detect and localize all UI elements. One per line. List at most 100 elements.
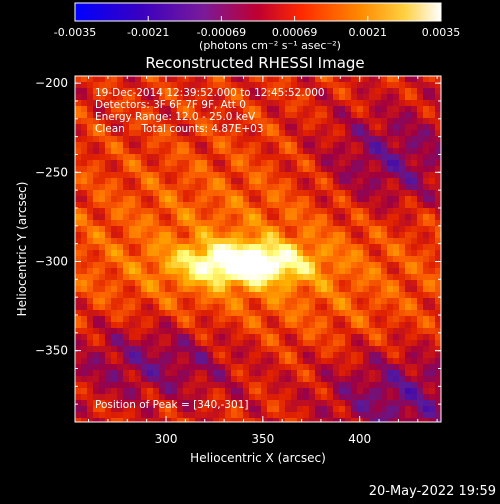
heatmap-cell xyxy=(93,376,100,383)
heatmap-cell xyxy=(147,160,154,167)
heatmap-cell xyxy=(195,220,202,227)
heatmap-cell xyxy=(399,376,406,383)
heatmap-cell xyxy=(123,76,130,83)
heatmap-cell xyxy=(261,244,268,251)
heatmap-cell xyxy=(225,154,232,161)
heatmap-cell xyxy=(207,106,214,113)
heatmap-cell xyxy=(291,262,298,269)
heatmap-cell xyxy=(165,304,172,311)
heatmap-cell xyxy=(147,238,154,245)
heatmap-cell xyxy=(297,250,304,257)
heatmap-cell xyxy=(243,142,250,149)
heatmap-cell xyxy=(129,394,136,401)
heatmap-cell xyxy=(393,250,400,257)
heatmap-cell xyxy=(285,106,292,113)
heatmap-cell xyxy=(273,106,280,113)
heatmap-cell xyxy=(303,238,310,245)
heatmap-cell xyxy=(249,280,256,287)
heatmap-cell xyxy=(189,244,196,251)
heatmap-cell xyxy=(195,268,202,275)
heatmap-cell xyxy=(411,358,418,365)
heatmap-cell xyxy=(411,274,418,281)
heatmap-cell xyxy=(135,304,142,311)
heatmap-cell xyxy=(285,292,292,299)
heatmap-cell xyxy=(195,160,202,167)
heatmap-cell xyxy=(435,220,441,227)
heatmap-cell xyxy=(429,298,436,305)
heatmap-cell xyxy=(231,346,238,353)
heatmap-cell xyxy=(321,88,328,95)
heatmap-cell xyxy=(423,232,430,239)
heatmap-cell xyxy=(153,418,160,422)
heatmap-cell xyxy=(351,346,358,353)
heatmap-cell xyxy=(201,178,208,185)
heatmap-cell xyxy=(201,298,208,305)
heatmap-cell xyxy=(285,124,292,131)
heatmap-cell xyxy=(111,166,118,173)
heatmap-cell xyxy=(249,328,256,335)
heatmap-cell xyxy=(261,256,268,263)
heatmap-cell xyxy=(309,196,316,203)
heatmap-cell xyxy=(249,382,256,389)
heatmap-cell xyxy=(291,112,298,119)
heatmap-cell xyxy=(135,100,142,107)
heatmap-cell xyxy=(381,124,388,131)
heatmap-cell xyxy=(375,358,382,365)
heatmap-cell xyxy=(231,334,238,341)
heatmap-cell xyxy=(135,328,142,335)
heatmap-cell xyxy=(351,202,358,209)
heatmap-cell xyxy=(435,328,441,335)
heatmap-cell xyxy=(249,388,256,395)
heatmap-cell xyxy=(309,352,316,359)
heatmap-cell xyxy=(165,220,172,227)
heatmap-cell xyxy=(153,400,160,407)
heatmap-cell xyxy=(405,304,412,311)
heatmap-cell xyxy=(123,118,130,125)
heatmap-cell xyxy=(147,226,154,233)
heatmap-cell xyxy=(351,376,358,383)
heatmap-cell xyxy=(159,160,166,167)
heatmap-cell xyxy=(105,310,112,317)
heatmap-cell xyxy=(93,214,100,221)
heatmap-cell xyxy=(225,100,232,107)
heatmap-cell xyxy=(237,388,244,395)
heatmap-cell xyxy=(201,292,208,299)
heatmap-cell xyxy=(219,160,226,167)
heatmap-cell xyxy=(387,400,394,407)
heatmap-cell xyxy=(87,268,94,275)
heatmap-cell xyxy=(345,322,352,329)
heatmap-cell xyxy=(267,220,274,227)
heatmap-cell xyxy=(237,142,244,149)
heatmap-cell xyxy=(285,88,292,95)
heatmap-cell xyxy=(393,244,400,251)
heatmap-cell xyxy=(285,244,292,251)
heatmap-cell xyxy=(369,400,376,407)
heatmap-cell xyxy=(231,88,238,95)
heatmap-cell xyxy=(339,298,346,305)
heatmap-cell xyxy=(327,160,334,167)
heatmap-cell xyxy=(99,274,106,281)
heatmap-cell xyxy=(171,370,178,377)
heatmap-cell xyxy=(297,76,304,83)
heatmap-cell xyxy=(153,76,160,83)
heatmap-cell xyxy=(309,340,316,347)
heatmap-cell xyxy=(177,226,184,233)
heatmap-cell xyxy=(129,250,136,257)
heatmap-cell xyxy=(87,334,94,341)
heatmap-cell xyxy=(195,238,202,245)
heatmap-cell xyxy=(171,310,178,317)
heatmap-cell xyxy=(381,178,388,185)
heatmap-cell xyxy=(375,172,382,179)
heatmap-cell xyxy=(435,292,441,299)
heatmap-cell xyxy=(93,184,100,191)
heatmap-cell xyxy=(309,280,316,287)
heatmap-cell xyxy=(147,256,154,263)
heatmap-cell xyxy=(81,310,88,317)
heatmap-cell xyxy=(117,250,124,257)
heatmap-cell xyxy=(87,412,94,419)
heatmap-cell xyxy=(135,376,142,383)
heatmap-cell xyxy=(213,82,220,89)
heatmap-cell xyxy=(255,208,262,215)
heatmap-cell xyxy=(261,328,268,335)
heatmap-cell xyxy=(123,160,130,167)
